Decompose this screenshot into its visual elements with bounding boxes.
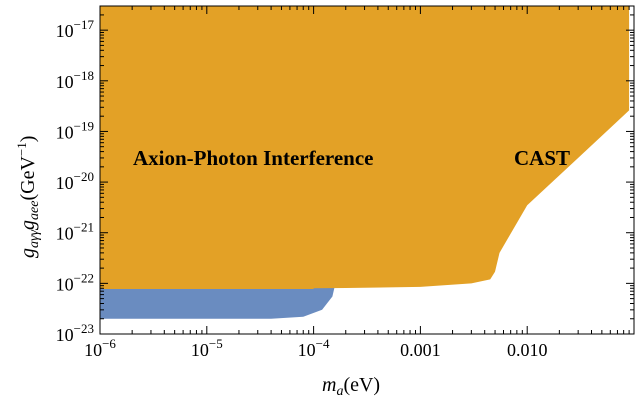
y-tick-label: 10−19 (56, 118, 94, 142)
region-label-cast: CAST (514, 146, 570, 170)
y-tick-label: 10−18 (56, 68, 94, 92)
x-tick-label: 0.010 (507, 340, 548, 360)
x-tick-label: 10−5 (191, 336, 223, 360)
x-tick-label: 10−4 (298, 336, 330, 360)
plot-area (100, 6, 630, 319)
y-tick-label: 10−17 (56, 17, 95, 41)
region-label-interference: Axion-Photon Interference (133, 146, 374, 170)
y-tick-label: 10−21 (56, 220, 94, 244)
y-axis-label: gaγγgaee(GeV−1) (14, 136, 42, 258)
x-tick-label: 10−6 (84, 336, 116, 360)
plot-frame (99, 5, 635, 335)
x-axis-label: ma(eV) (322, 374, 380, 399)
x-tick-label: 0.001 (400, 340, 441, 360)
cast-region (100, 6, 630, 289)
y-tick-label: 10−22 (56, 270, 94, 294)
y-tick-label: 10−23 (56, 321, 94, 345)
y-tick-label: 10−20 (56, 169, 94, 193)
axes: 10−6 10−5 10−4 0.001 0.010 10−23 10−22 10−21 10−… (56, 5, 635, 360)
